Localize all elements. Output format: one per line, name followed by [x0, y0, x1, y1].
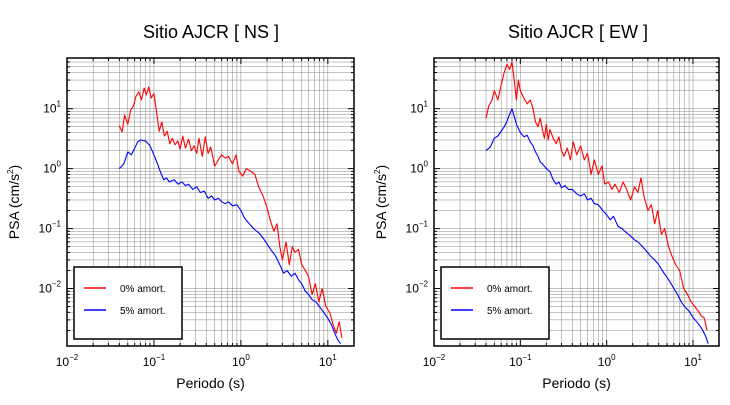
y-tick-base: 10: [39, 222, 53, 236]
x-tick-exponent: −2: [436, 353, 446, 362]
y-axis-label: PSA (cm/s2): [373, 165, 389, 239]
legend: 0% amort. 5% amort.: [440, 266, 550, 340]
y-tick-exponent: −2: [52, 280, 62, 289]
x-tick-base: 10: [423, 355, 437, 369]
tick-marks: [433, 57, 720, 346]
y-tick-label: 100: [410, 160, 428, 176]
plot-frame: [66, 57, 355, 347]
y-axis-label-main: PSA (cm/s: [373, 174, 389, 239]
series-line-0: [485, 61, 708, 331]
tick-marks: [66, 57, 355, 346]
y-tick-base: 10: [39, 282, 53, 296]
y-tick-label: 10−1: [39, 220, 62, 236]
y-axis-label-close: ): [373, 165, 389, 170]
y-tick-base: 10: [410, 102, 424, 116]
y-axis-label-main: PSA (cm/s: [6, 174, 22, 239]
y-tick-label: 10−2: [406, 280, 429, 296]
plot-frame: [433, 57, 720, 347]
series-line-0: [118, 86, 343, 338]
legend-box: [73, 266, 183, 340]
x-tick-base: 10: [684, 355, 698, 369]
x-tick-exponent: 0: [245, 353, 250, 362]
y-tick-base: 10: [43, 162, 57, 176]
x-tick-label: 10−1: [509, 353, 532, 369]
legend-label-1: 5% amort.: [487, 306, 533, 317]
y-tick-exponent: 1: [424, 100, 429, 109]
x-tick-base: 10: [56, 355, 70, 369]
y-axis-label: PSA (cm/s2): [6, 165, 22, 239]
y-axis-label-close: ): [6, 165, 22, 170]
x-tick-base: 10: [598, 355, 612, 369]
legend-label-0: 0% amort.: [120, 284, 166, 295]
series-line-1: [118, 139, 341, 345]
grid: [66, 57, 355, 346]
y-tick-label: 101: [43, 100, 61, 116]
x-tick-label: 101: [319, 353, 337, 369]
x-tick-label: 10−2: [56, 353, 79, 369]
y-tick-label: 10−2: [39, 280, 62, 296]
x-tick-exponent: 1: [697, 353, 702, 362]
y-tick-exponent: −1: [52, 220, 62, 229]
x-tick-base: 10: [143, 355, 157, 369]
y-tick-label: 10−1: [406, 220, 429, 236]
x-tick-exponent: −2: [69, 353, 79, 362]
y-tick-base: 10: [410, 162, 424, 176]
chart-title: Sitio AJCR [ NS ]: [143, 22, 279, 42]
y-tick-exponent: 0: [424, 160, 429, 169]
y-tick-exponent: 0: [57, 160, 62, 169]
x-tick-base: 10: [509, 355, 523, 369]
x-tick-label: 101: [684, 353, 702, 369]
x-tick-label: 100: [232, 353, 250, 369]
y-tick-exponent: −2: [419, 280, 429, 289]
y-tick-exponent: 1: [57, 100, 62, 109]
x-tick-base: 10: [319, 355, 333, 369]
y-tick-exponent: −1: [419, 220, 429, 229]
y-tick-base: 10: [406, 222, 420, 236]
y-tick-base: 10: [43, 102, 57, 116]
series-line-1: [485, 108, 709, 344]
y-axis-label-exponent: 2: [6, 169, 15, 174]
x-tick-label: 100: [598, 353, 616, 369]
x-axis-label: Periodo (s): [176, 375, 244, 391]
x-axis-label: Periodo (s): [542, 375, 610, 391]
x-tick-label: 10−2: [423, 353, 446, 369]
chart-title: Sitio AJCR [ EW ]: [508, 22, 648, 42]
x-tick-base: 10: [232, 355, 246, 369]
y-tick-label: 100: [43, 160, 61, 176]
legend-box: [440, 266, 550, 340]
y-axis-label-exponent: 2: [373, 169, 382, 174]
legend-label-1: 5% amort.: [120, 306, 166, 317]
x-tick-exponent: −1: [522, 353, 532, 362]
y-tick-base: 10: [406, 282, 420, 296]
x-tick-exponent: −1: [156, 353, 166, 362]
x-tick-exponent: 0: [611, 353, 616, 362]
x-tick-exponent: 1: [332, 353, 337, 362]
x-tick-label: 10−1: [143, 353, 166, 369]
legend-label-0: 0% amort.: [487, 284, 533, 295]
y-tick-label: 101: [410, 100, 428, 116]
legend: 0% amort. 5% amort.: [73, 266, 183, 340]
